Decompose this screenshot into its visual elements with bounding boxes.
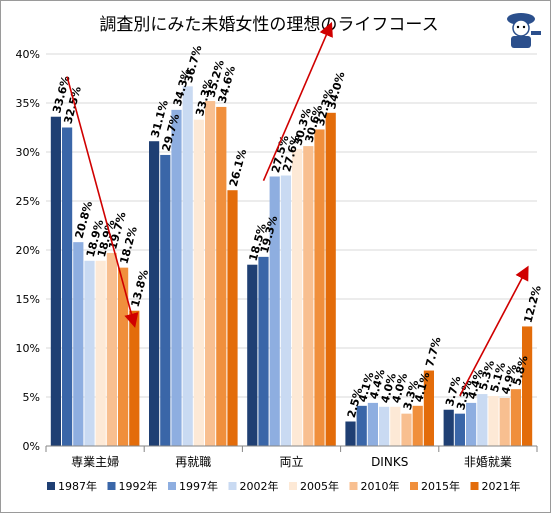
bar [477,394,488,446]
bar [466,402,477,446]
legend-label: 2021年 [482,479,521,493]
bar [193,119,204,446]
bar [423,370,434,446]
bar [160,154,171,446]
bar [379,406,390,446]
legend-swatch [470,482,479,490]
legend-label: 1997年 [179,479,218,493]
legend-label: 2005年 [300,479,339,493]
bar [314,129,325,446]
legend-swatch [349,482,358,490]
trend-arrow [66,76,139,328]
mascot-logo [507,13,541,48]
x-tick-label: 専業主婦 [71,454,119,469]
bar [62,127,73,446]
legend-label: 1992年 [119,479,158,493]
bar [390,406,401,446]
bar [499,397,510,446]
bar [205,101,216,446]
legend-swatch [410,482,418,490]
data-label: 36.7% [182,44,204,84]
bar [292,149,303,446]
bar [216,106,227,447]
bar [247,264,258,446]
legend-swatch [107,482,116,490]
y-tick-label: 10% [16,342,40,355]
x-tick-label: 両立 [279,454,303,469]
bar [488,396,499,446]
legend-label: 2010年 [361,479,400,493]
legend-swatch [47,482,55,490]
bar [325,112,336,447]
bar [106,252,117,446]
y-tick-label: 0% [23,440,40,453]
x-tick-label: 再就職 [175,455,211,469]
bar [412,405,423,446]
bar [258,256,269,446]
x-tick-label: DINKS [371,455,408,469]
y-tick-label: 40% [16,48,40,61]
legend-label: 1987年 [58,479,97,493]
y-tick-label: 35% [16,97,40,110]
data-label: 12.2% [521,284,543,324]
y-tick-label: 25% [16,195,40,208]
y-tick-label: 15% [16,293,40,306]
bar [84,260,95,446]
bar [356,405,367,446]
y-tick-label: 30% [16,146,40,159]
chart-title: 調査別にみた未婚女性の理想のライフコース [99,15,438,35]
bar [345,421,356,446]
bar [118,267,129,446]
bar [522,326,533,446]
legend-label: 2002年 [240,479,279,493]
data-label: 7.7% [423,335,443,368]
bar [454,413,465,446]
bar [280,175,291,446]
bar [95,260,106,446]
bar [510,389,521,446]
bar [401,413,412,446]
data-label: 13.8% [129,268,151,308]
bar [50,116,61,446]
legend-label: 2015年 [421,479,460,493]
bar [182,86,193,446]
bar [303,146,314,446]
trend-arrow [459,265,529,397]
bar [149,141,160,446]
legend-swatch [168,482,176,490]
bar [171,109,182,447]
bar [73,242,84,446]
trend-arrow [262,21,333,182]
bar [227,190,238,446]
data-label: 26.1% [227,148,249,188]
legend-swatch [289,482,297,490]
bar [129,310,140,446]
bar [443,409,454,446]
bar [367,402,378,446]
y-tick-label: 5% [23,391,40,404]
bar [269,176,280,446]
legend-swatch [228,482,237,490]
x-tick-label: 非婚就業 [464,455,512,469]
y-tick-label: 20% [16,244,40,257]
